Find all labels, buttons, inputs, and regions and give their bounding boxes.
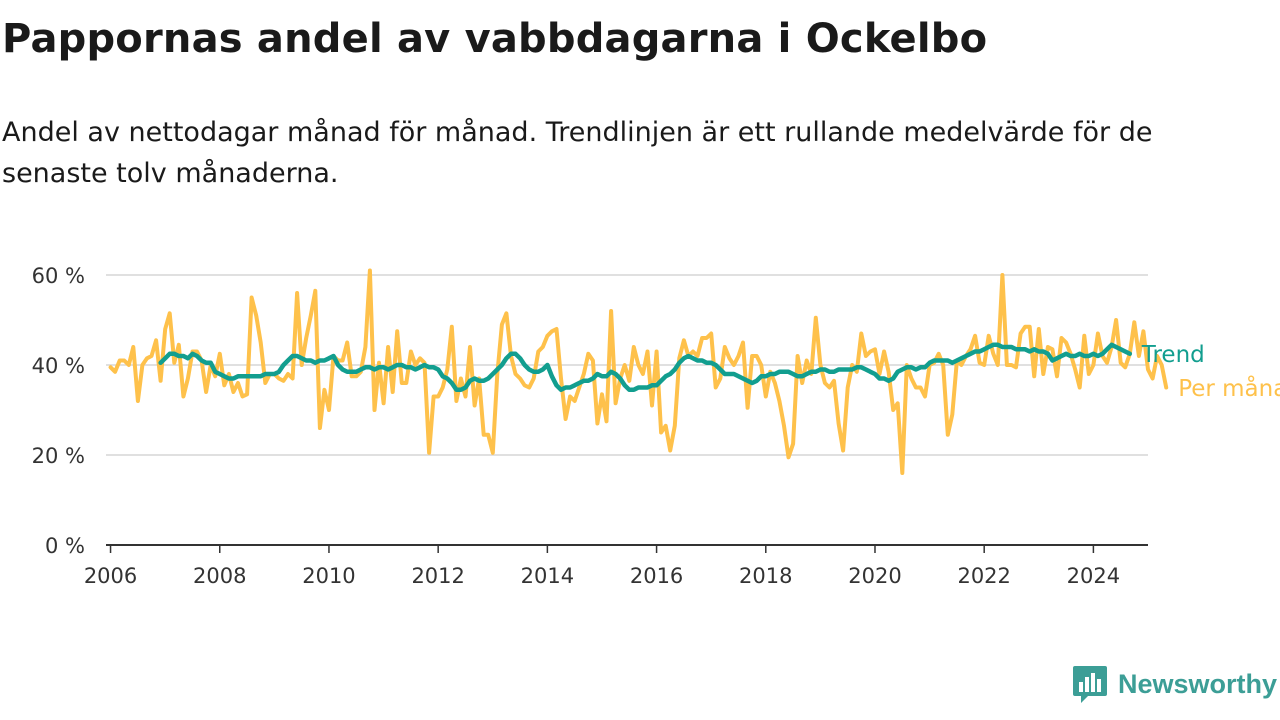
series-line-trend (158, 342, 1133, 393)
newsworthy-logo: Newsworthy (1072, 664, 1277, 704)
series-label-trend: Trend (1141, 342, 1205, 368)
bar-chart-speech-bubble-icon (1073, 666, 1107, 703)
x-tick-label: 2012 (411, 564, 464, 588)
x-tick-label: 2016 (630, 564, 683, 588)
series-line-per-manad (108, 268, 1169, 475)
chart-subtitle: Andel av nettodagar månad för månad. Tre… (2, 117, 1153, 189)
series-labels: Trend Per månad (1141, 342, 1280, 402)
x-axis: 2006 2008 2010 2012 2014 2016 2018 2020 2022 2024 (84, 544, 1148, 588)
x-tick-label: 2006 (84, 564, 137, 588)
x-tick-label: 2008 (193, 564, 246, 588)
y-tick-label: 20 % (32, 444, 85, 468)
y-axis-ticks: 0 % 20 % 40 % 60 % (32, 264, 85, 558)
x-tick-label: 2022 (957, 564, 1010, 588)
y-tick-label: 40 % (32, 354, 85, 378)
x-tick-label: 2024 (1067, 564, 1120, 588)
series-lines (108, 268, 1169, 475)
x-tick-label: 2020 (848, 564, 901, 588)
y-tick-label: 60 % (32, 264, 85, 288)
x-tick-label: 2018 (739, 564, 792, 588)
brand-name: Newsworthy (1118, 668, 1278, 699)
y-tick-label: 0 % (45, 534, 85, 558)
x-tick-label: 2014 (521, 564, 574, 588)
chart-title: Pappornas andel av vabbdagarna i Ockelbo (2, 16, 988, 62)
series-label-per-manad: Per månad (1178, 374, 1280, 402)
gridlines (106, 274, 1148, 456)
x-tick-label: 2010 (302, 564, 355, 588)
